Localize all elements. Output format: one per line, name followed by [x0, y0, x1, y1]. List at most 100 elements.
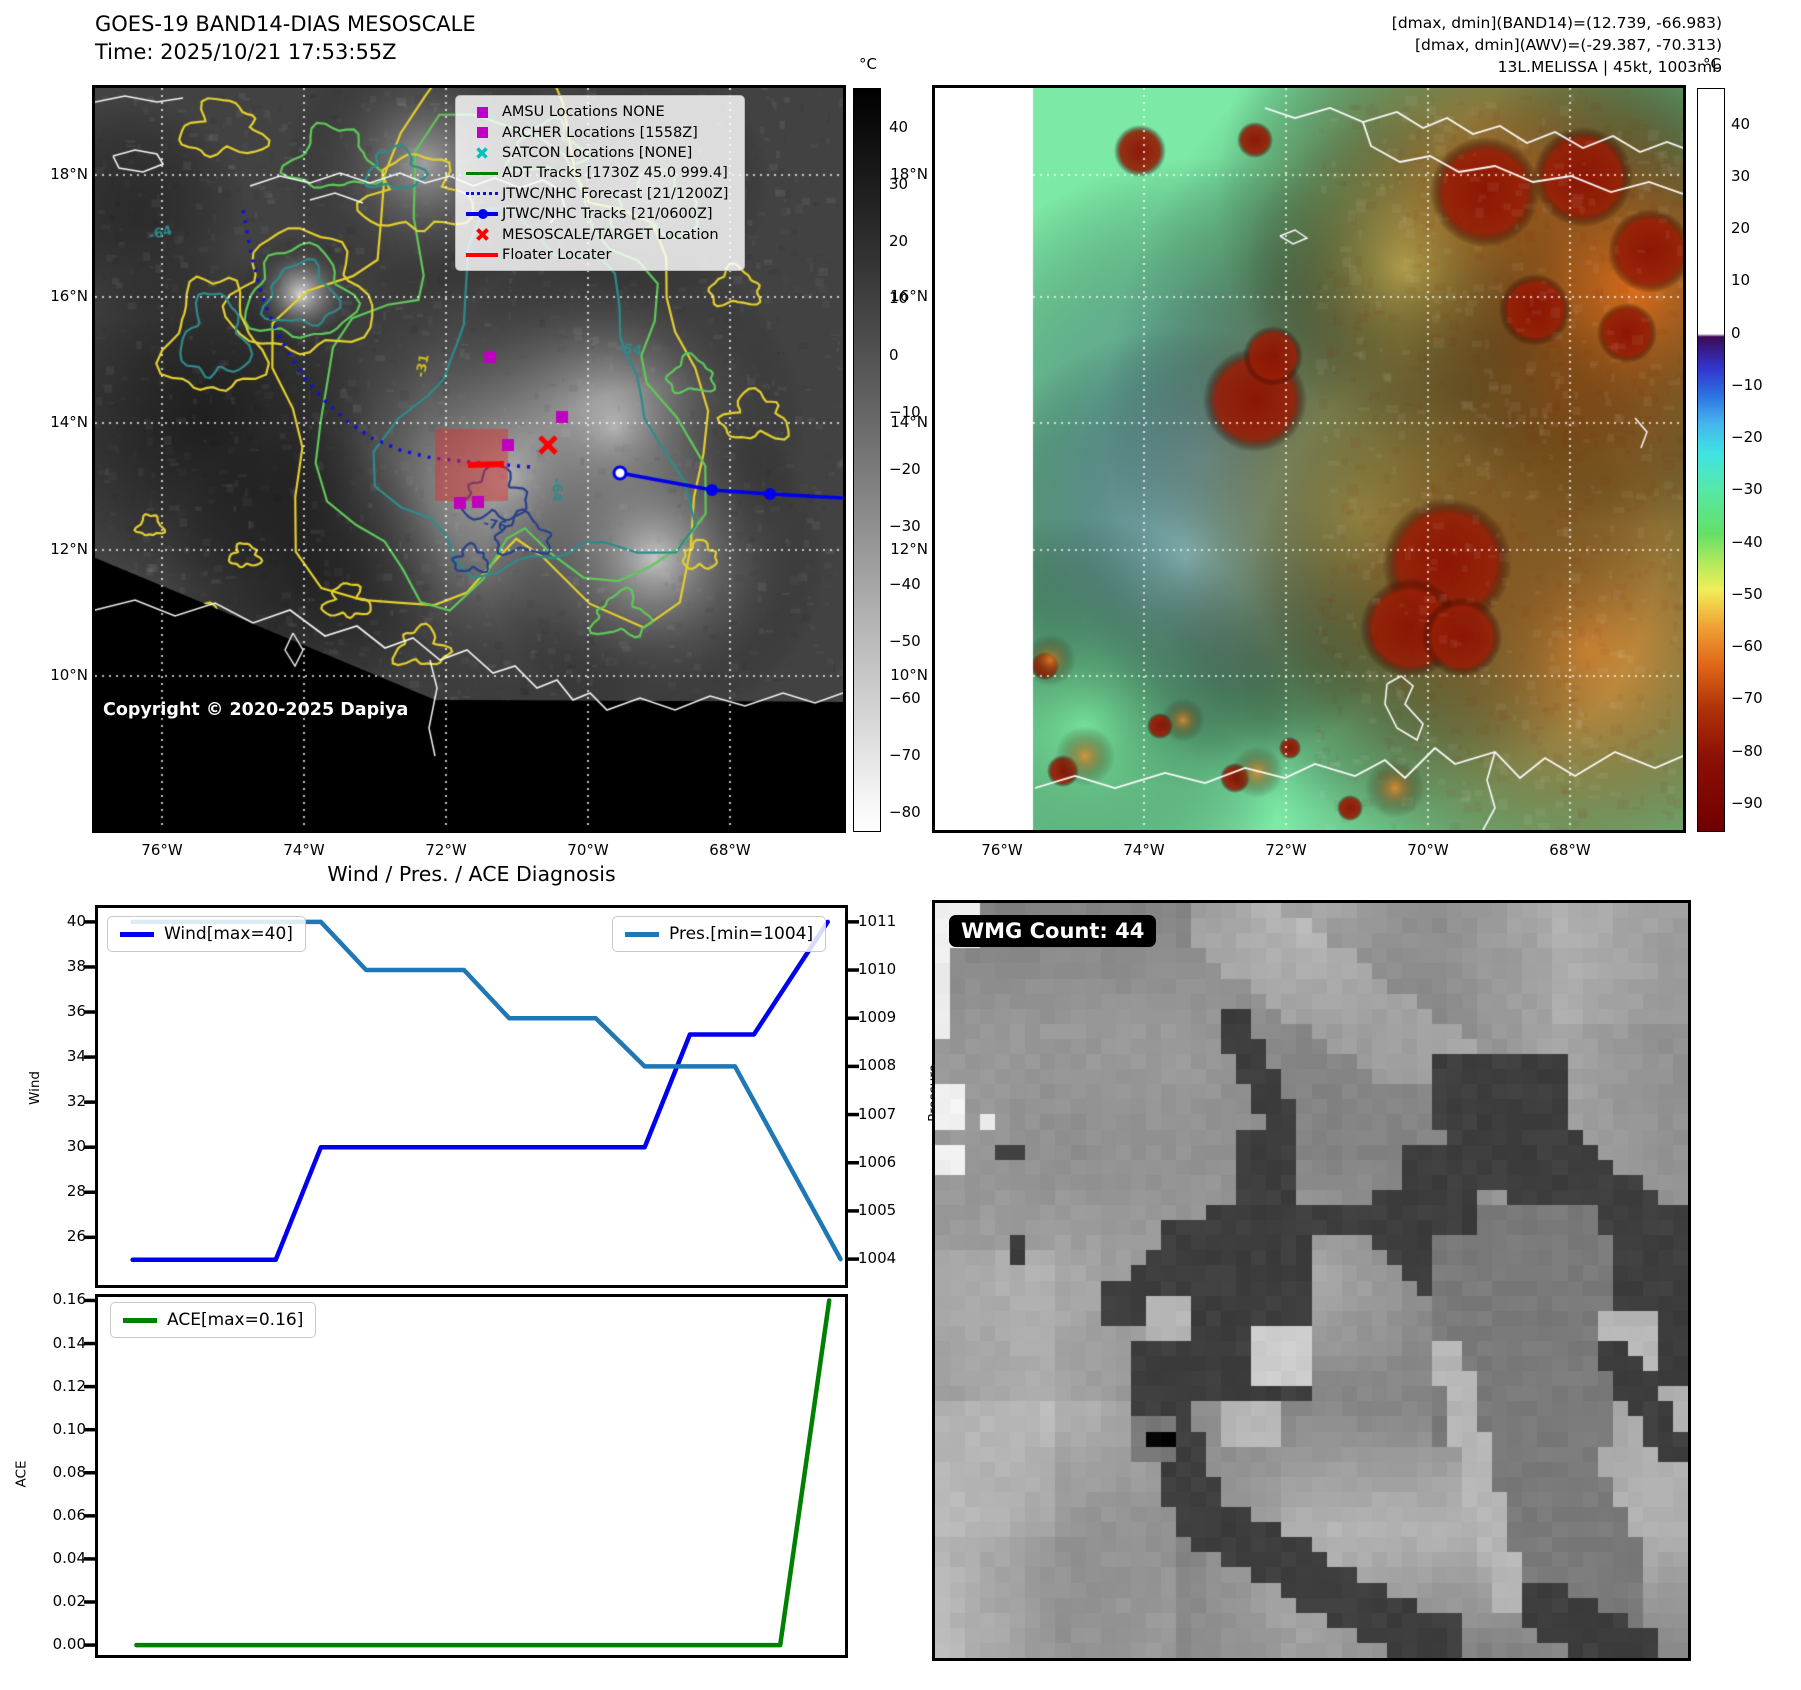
info-line-awv: [dmax, dmin](AWV)=(-29.387, -70.313)	[1415, 36, 1722, 54]
colorbar-tick-label: −90	[1731, 793, 1763, 812]
red-x-icon	[462, 227, 502, 242]
y-tick-label: 0.04	[52, 1548, 86, 1567]
lat-tick-label: 12°N	[890, 540, 928, 558]
colorbar-tick-label: −80	[889, 802, 921, 821]
green-line-icon	[462, 171, 502, 176]
band14-map-legend: AMSU Locations NONE ARCHER Locations [15…	[455, 95, 745, 272]
magenta-square-icon	[462, 106, 502, 118]
y-tick-label: 0.14	[52, 1333, 86, 1352]
ace-legend: ACE[max=0.16]	[110, 1302, 317, 1338]
colorbar-tick-label: −30	[889, 517, 921, 536]
y-tick-label: 1009	[858, 1008, 897, 1027]
colorbar-tick-label: 20	[1731, 219, 1751, 238]
colorbar-tick-label: 10	[1731, 271, 1751, 290]
legend-label: ADT Tracks [1730Z 45.0 999.4]	[502, 165, 728, 182]
red-line-icon	[462, 253, 502, 257]
legend-item-adt: ADT Tracks [1730Z 45.0 999.4]	[462, 163, 738, 183]
y-tick-label: 0.10	[52, 1419, 86, 1438]
teal-x-icon	[462, 146, 502, 160]
wmg-pixel-image	[935, 903, 1688, 1658]
awv-colorbar-unit: °C	[1703, 55, 1721, 73]
y-tick-label: 1006	[858, 1152, 897, 1171]
lon-tick-label: 72°W	[425, 841, 467, 859]
band14-subtitle: Time: 2025/10/21 17:53:55Z	[95, 40, 397, 64]
y-tick-label: 1011	[858, 911, 897, 930]
lon-tick-label: 74°W	[1123, 841, 1165, 859]
y-tick-label: 0.02	[52, 1592, 86, 1610]
lon-tick-label: 70°W	[1407, 841, 1449, 859]
legend-item-target: MESOSCALE/TARGET Location	[462, 224, 738, 244]
lon-tick-label: 76°W	[981, 841, 1023, 859]
pressure-legend-label: Pres.[min=1004]	[669, 924, 814, 944]
lat-tick-label: 16°N	[50, 287, 88, 305]
blue-dotted-line-icon	[462, 192, 502, 196]
awv-colorbar	[1697, 88, 1725, 832]
y-tick-label: 1008	[858, 1056, 897, 1075]
copyright-label: Copyright © 2020-2025 Dapiya	[103, 700, 409, 720]
awv-map-panel	[932, 85, 1686, 833]
y-tick-label: 1005	[858, 1200, 897, 1219]
colorbar-tick-label: −60	[1731, 637, 1763, 656]
band14-colorbar	[853, 88, 881, 832]
y-tick-label: 36	[66, 1002, 86, 1020]
colorbar-tick-label: −20	[1731, 428, 1763, 447]
colorbar-tick-label: −10	[1731, 375, 1763, 394]
lat-tick-label: 10°N	[890, 666, 928, 684]
wind-legend: Wind[max=40]	[107, 916, 306, 952]
colorbar-tick-label: −70	[889, 745, 921, 764]
colorbar-tick-label: −50	[889, 631, 921, 650]
legend-label: Floater Locater	[502, 246, 612, 263]
lat-tick-label: 10°N	[50, 666, 88, 684]
colorbar-tick-label: −50	[1731, 584, 1763, 603]
y-tick-label: 28	[66, 1182, 86, 1201]
legend-label: SATCON Locations [NONE]	[502, 144, 693, 161]
y-tick-label: 0.08	[52, 1462, 86, 1481]
wmg-count-label: WMG Count: 44	[949, 915, 1157, 947]
legend-label: MESOSCALE/TARGET Location	[502, 226, 719, 243]
colorbar-tick-label: −60	[889, 688, 921, 707]
lat-tick-label: 12°N	[50, 540, 88, 558]
legend-label: JTWC/NHC Tracks [21/0600Z]	[502, 206, 713, 223]
y-tick-label: 30	[66, 1137, 86, 1156]
y-tick-label: 0.06	[52, 1505, 86, 1524]
y-tick-label: 26	[66, 1227, 86, 1246]
y-tick-label: 0.00	[52, 1635, 86, 1654]
colorbar-tick-label: 0	[1731, 323, 1741, 342]
awv-satellite-image	[935, 88, 1683, 830]
colorbar-tick-label: −20	[889, 460, 921, 479]
pressure-line-swatch	[625, 931, 659, 937]
legend-item-tracks: JTWC/NHC Tracks [21/0600Z]	[462, 204, 738, 224]
y-tick-label: 38	[66, 956, 86, 975]
legend-label: ARCHER Locations [1558Z]	[502, 124, 698, 141]
ace-chart	[84, 1294, 848, 1658]
y-tick-label: 32	[66, 1092, 86, 1111]
lon-tick-label: 76°W	[141, 841, 183, 859]
y-tick-label: 34	[66, 1047, 86, 1066]
legend-item-archer: ARCHER Locations [1558Z]	[462, 122, 738, 142]
lat-tick-label: 14°N	[50, 413, 88, 431]
ace-legend-label: ACE[max=0.16]	[167, 1310, 304, 1330]
legend-label: AMSU Locations NONE	[502, 104, 665, 121]
colorbar-tick-label: 40	[1731, 114, 1751, 133]
lon-tick-label: 74°W	[283, 841, 325, 859]
wind-pressure-chart	[84, 905, 859, 1288]
colorbar-tick-label: 20	[889, 232, 909, 251]
band14-colorbar-unit: °C	[859, 55, 877, 73]
colorbar-tick-label: 10	[889, 289, 909, 308]
magenta-square-icon	[462, 127, 502, 139]
colorbar-tick-label: −40	[889, 574, 921, 593]
lon-tick-label: 72°W	[1265, 841, 1307, 859]
band14-map-panel: AMSU Locations NONE ARCHER Locations [15…	[92, 85, 846, 833]
info-line-band14: [dmax, dmin](BAND14)=(12.739, -66.983)	[1391, 14, 1722, 32]
legend-item-floater: Floater Locater	[462, 245, 738, 265]
blue-line-dot-icon	[462, 209, 502, 220]
ace-line-swatch	[123, 1317, 157, 1323]
awv-info-block: [dmax, dmin](BAND14)=(12.739, -66.983) […	[1392, 12, 1722, 78]
y-tick-label: 0.12	[52, 1376, 86, 1395]
colorbar-tick-label: −80	[1731, 741, 1763, 760]
lon-tick-label: 68°W	[709, 841, 751, 859]
y-tick-label: 1010	[858, 960, 897, 979]
diagnosis-title: Wind / Pres. / ACE Diagnosis	[327, 862, 616, 886]
lat-tick-label: 16°N	[890, 287, 928, 305]
